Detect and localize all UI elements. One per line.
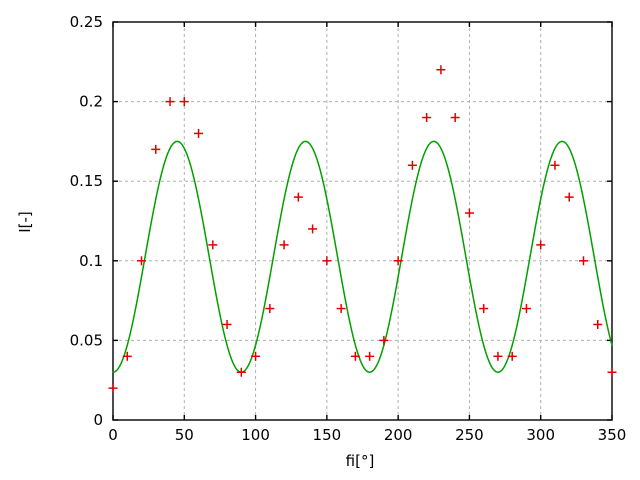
data-point: [422, 113, 432, 123]
y-tick-label: 0: [93, 411, 103, 429]
data-point: [165, 97, 175, 107]
fit-curve: [112, 140, 613, 373]
data-point: [521, 304, 531, 314]
data-point: [564, 192, 574, 202]
y-tick-labels: 0 0.05 0.1 0.15 0.2 0.25: [70, 13, 103, 429]
data-point: [265, 304, 275, 314]
x-tick-label: 100: [241, 426, 270, 444]
plot-frame: [112, 21, 613, 421]
y-tick-label: 0.25: [70, 13, 103, 31]
data-point: [365, 351, 375, 361]
data-point: [251, 351, 261, 361]
data-point: [393, 256, 403, 266]
data-point: [122, 351, 132, 361]
data-point: [336, 304, 346, 314]
x-axis-label: fi[°]: [346, 452, 375, 470]
data-point: [593, 319, 603, 329]
y-tick-label: 0.05: [70, 331, 103, 349]
data-point: [436, 65, 446, 75]
data-point: [379, 335, 389, 345]
data-point: [293, 192, 303, 202]
tick-marks: [112, 21, 613, 421]
data-point: [450, 113, 460, 123]
data-point: [222, 319, 232, 329]
axis-frame: [112, 21, 613, 421]
data-point: [308, 224, 318, 234]
y-axis-label: I[-]: [16, 211, 34, 233]
data-point: [464, 208, 474, 218]
y-tick-label: 0.2: [79, 93, 103, 111]
data-points-group: [108, 65, 617, 393]
data-point: [350, 351, 360, 361]
data-point: [108, 383, 118, 393]
data-point: [479, 304, 489, 314]
data-point: [407, 160, 417, 170]
data-point: [151, 144, 161, 154]
data-point: [208, 240, 218, 250]
data-point: [550, 160, 560, 170]
x-tick-label: 0: [108, 426, 118, 444]
x-tick-label: 300: [526, 426, 555, 444]
data-point: [507, 351, 517, 361]
x-tick-labels: 0 50 100 150 200 250 300 350: [108, 426, 626, 444]
data-point: [493, 351, 503, 361]
data-point: [536, 240, 546, 250]
data-point: [179, 97, 189, 107]
data-point: [322, 256, 332, 266]
x-tick-label: 150: [313, 426, 342, 444]
data-point: [194, 128, 204, 138]
y-tick-label: 0.15: [70, 172, 103, 190]
data-point: [607, 367, 617, 377]
x-tick-label: 50: [175, 426, 194, 444]
data-point: [279, 240, 289, 250]
data-point: [236, 367, 246, 377]
x-tick-label: 200: [384, 426, 413, 444]
x-tick-label: 250: [455, 426, 484, 444]
fit-curve-group: [112, 140, 613, 373]
data-point: [578, 256, 588, 266]
data-point: [137, 256, 147, 266]
x-tick-label: 350: [598, 426, 627, 444]
y-tick-label: 0.1: [79, 252, 103, 270]
